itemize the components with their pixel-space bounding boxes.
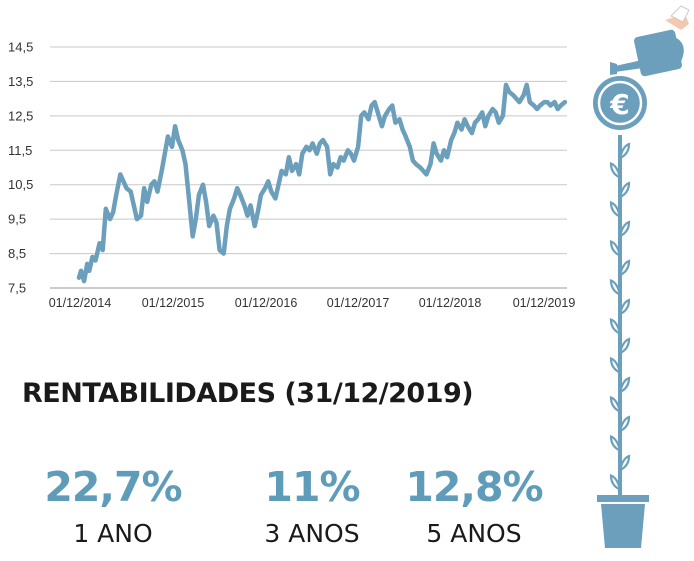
x-axis-ticks: 01/12/2014 01/12/2015 01/12/2016 01/12/2017… bbox=[49, 296, 576, 310]
stat-3-years: 11% 3 ANOS bbox=[212, 462, 412, 550]
leaf bbox=[618, 220, 631, 238]
x-tick-label: 01/12/2019 bbox=[513, 296, 576, 310]
leaf bbox=[609, 356, 622, 375]
x-tick-label: 01/12/2014 bbox=[49, 296, 112, 310]
leaf bbox=[618, 298, 631, 316]
flower-pot-icon bbox=[597, 495, 649, 548]
stat-1-year: 22,7% 1 ANO bbox=[13, 462, 213, 550]
stat-5-years: 12,8% 5 ANOS bbox=[374, 462, 574, 550]
y-tick-label: 13,5 bbox=[8, 74, 33, 89]
y-tick-label: 9,5 bbox=[8, 212, 26, 227]
series-line bbox=[76, 82, 568, 284]
leaf bbox=[609, 200, 622, 219]
leaf bbox=[618, 454, 631, 472]
leaf bbox=[618, 415, 631, 433]
leaf bbox=[618, 181, 631, 199]
watering-can-icon bbox=[610, 5, 690, 77]
y-tick-label: 12,5 bbox=[8, 108, 33, 123]
y-axis-ticks: 14,5 13,5 12,5 11,5 10,5 9,5 8,5 7,5 bbox=[8, 40, 33, 296]
sprout-icon bbox=[609, 135, 631, 500]
y-tick-label: 10,5 bbox=[8, 177, 33, 192]
chart-grid bbox=[50, 46, 567, 289]
stat-value: 12,8% bbox=[405, 463, 543, 511]
stat-label: 1 ANO bbox=[73, 519, 153, 548]
x-tick-label: 01/12/2017 bbox=[327, 296, 390, 310]
y-tick-label: 11,5 bbox=[8, 143, 32, 158]
x-tick-label: 01/12/2015 bbox=[142, 296, 205, 310]
leaf bbox=[609, 395, 622, 414]
leaf bbox=[609, 239, 622, 258]
leaf bbox=[618, 259, 631, 277]
leaf bbox=[609, 473, 622, 492]
growth-illustration: € bbox=[593, 5, 690, 548]
y-tick-label: 7,5 bbox=[8, 281, 26, 296]
y-tick-label: 8,5 bbox=[8, 246, 26, 261]
returns-heading: RENTABILIDADES (31/12/2019) bbox=[22, 378, 474, 409]
line-chart: 14,5 13,5 12,5 11,5 10,5 9,5 8,5 7,5 01/12/2014… bbox=[8, 40, 576, 311]
stat-value: 22,7% bbox=[44, 463, 182, 511]
y-tick-label: 14,5 bbox=[8, 40, 33, 55]
leaf bbox=[609, 317, 622, 336]
leaf bbox=[618, 376, 631, 394]
stat-label: 3 ANOS bbox=[264, 519, 360, 548]
leaf bbox=[618, 142, 631, 160]
stat-value: 11% bbox=[264, 463, 360, 511]
x-tick-label: 01/12/2018 bbox=[419, 296, 482, 310]
stat-label: 5 ANOS bbox=[426, 519, 522, 548]
leaf bbox=[609, 434, 622, 453]
leaf bbox=[609, 278, 622, 297]
leaf bbox=[618, 337, 631, 355]
euro-coin-icon: € bbox=[593, 76, 647, 130]
coin-symbol: € bbox=[609, 88, 629, 121]
leaf bbox=[609, 161, 622, 180]
x-tick-label: 01/12/2016 bbox=[235, 296, 298, 310]
